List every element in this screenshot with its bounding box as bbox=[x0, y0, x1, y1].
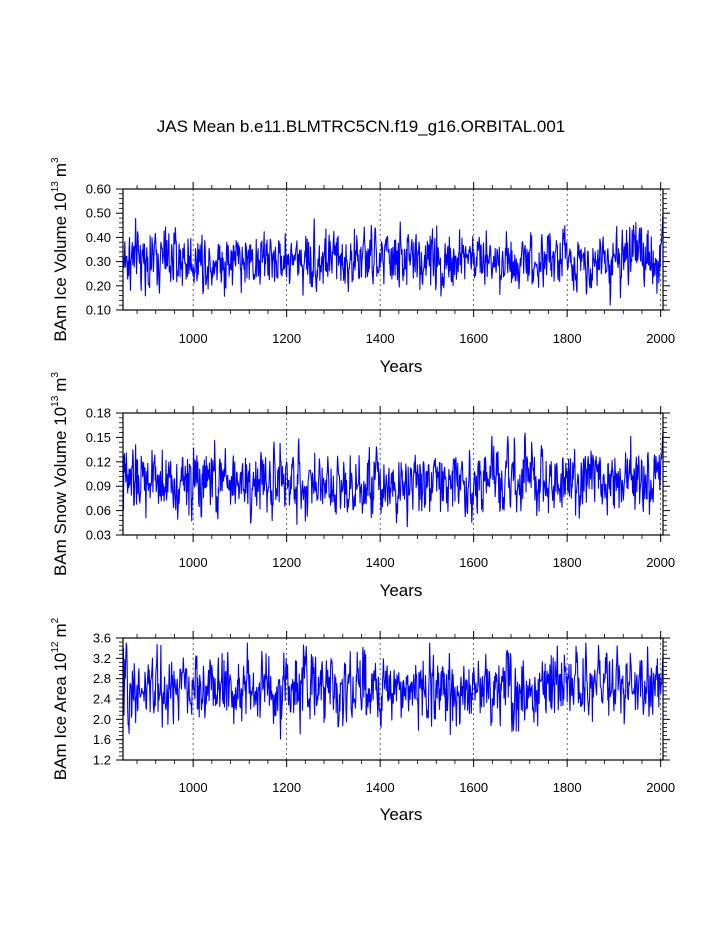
x-tick-label: 1000 bbox=[179, 331, 208, 346]
series-line-ice-area bbox=[122, 642, 664, 740]
x-tick-label: 2000 bbox=[646, 780, 675, 795]
series-line-ice-volume bbox=[122, 213, 664, 306]
x-tick-label: 1600 bbox=[459, 555, 488, 570]
x-tick-label: 1400 bbox=[366, 555, 395, 570]
x-axis-label: Years bbox=[380, 581, 423, 600]
x-tick-label: 1200 bbox=[272, 555, 301, 570]
y-axis-label-unit: m bbox=[51, 378, 70, 392]
y-tick-label: 1.6 bbox=[93, 732, 111, 747]
x-tick-label: 1600 bbox=[459, 331, 488, 346]
x-tick-label: 2000 bbox=[646, 555, 675, 570]
x-tick-label: 1200 bbox=[272, 780, 301, 795]
y-tick-label: 2.0 bbox=[93, 712, 111, 727]
chart-title: JAS Mean b.e11.BLMTRC5CN.f19_g16.ORBITAL… bbox=[157, 117, 566, 136]
panel-ice-area: 1000 1200 1400 1600 1800 2000 1.2 1.6 2.0 2.4 2.8 3… bbox=[50, 617, 675, 824]
y-tick-label: 0.10 bbox=[86, 303, 111, 318]
y-axis-label-unit: m bbox=[51, 163, 70, 177]
panel-ice-volume: 1000 1200 1400 1600 1800 2000 0.10 0.20 0.30 0.40… bbox=[50, 157, 675, 376]
y-axis-label-text: BAm Ice Volume 10 bbox=[51, 192, 70, 341]
y-tick-label: 2.4 bbox=[93, 692, 111, 707]
x-tick-label: 2000 bbox=[646, 331, 675, 346]
y-axis-label-exponent: 13 bbox=[50, 181, 61, 193]
plot-frame bbox=[122, 188, 664, 311]
y-axis-label-unit-exponent: 3 bbox=[50, 157, 61, 163]
y-tick-label: 0.30 bbox=[86, 254, 111, 269]
y-axis-label-exponent: 13 bbox=[50, 395, 61, 407]
x-tick-label: 1000 bbox=[179, 555, 208, 570]
y-tick-label: 0.12 bbox=[86, 454, 111, 469]
y-axis-label-unit-exponent: 3 bbox=[50, 372, 61, 378]
y-tick-label: 3.2 bbox=[93, 651, 111, 666]
y-tick-label: 0.40 bbox=[86, 230, 111, 245]
y-tick-label: 2.8 bbox=[93, 671, 111, 686]
y-tick-label: 0.09 bbox=[86, 479, 111, 494]
y-axis-label: BAm Ice Area 1012 m2 bbox=[50, 617, 70, 780]
x-tick-label: 1400 bbox=[366, 331, 395, 346]
y-axis-label-text: BAm Snow Volume 10 bbox=[51, 407, 70, 576]
y-axis-label-text: BAm Ice Area 10 bbox=[51, 653, 70, 781]
x-axis-label: Years bbox=[380, 357, 423, 376]
y-tick-label: 1.2 bbox=[93, 753, 111, 768]
x-axis-label: Years bbox=[380, 805, 423, 824]
y-tick-label: 0.50 bbox=[86, 206, 111, 221]
y-tick-label: 0.18 bbox=[86, 406, 111, 421]
y-axis-label: BAm Snow Volume 1013 m3 bbox=[50, 372, 70, 576]
plot-frame bbox=[122, 412, 664, 536]
x-tick-label: 1600 bbox=[459, 780, 488, 795]
x-tick-label: 1200 bbox=[272, 331, 301, 346]
x-tick-label: 1800 bbox=[553, 780, 582, 795]
y-axis-label-unit-exponent: 2 bbox=[50, 617, 61, 623]
series-line-snow-volume bbox=[122, 429, 664, 528]
y-tick-label: 0.60 bbox=[86, 182, 111, 197]
x-tick-label: 1000 bbox=[179, 780, 208, 795]
y-axis-label-unit: m bbox=[51, 623, 70, 637]
y-tick-label: 0.03 bbox=[86, 528, 111, 543]
y-tick-label: 3.6 bbox=[93, 631, 111, 646]
x-tick-label: 1800 bbox=[553, 555, 582, 570]
y-axis-label: BAm Ice Volume 1013 m3 bbox=[50, 157, 70, 342]
x-tick-label: 1800 bbox=[553, 331, 582, 346]
x-tick-label: 1400 bbox=[366, 780, 395, 795]
y-tick-label: 0.06 bbox=[86, 503, 111, 518]
y-tick-label: 0.20 bbox=[86, 278, 111, 293]
panel-snow-volume: 1000 1200 1400 1600 1800 2000 0.03 0.06 0.09 0.12… bbox=[50, 372, 675, 600]
y-tick-label: 0.15 bbox=[86, 430, 111, 445]
y-axis-label-exponent: 12 bbox=[50, 641, 61, 653]
